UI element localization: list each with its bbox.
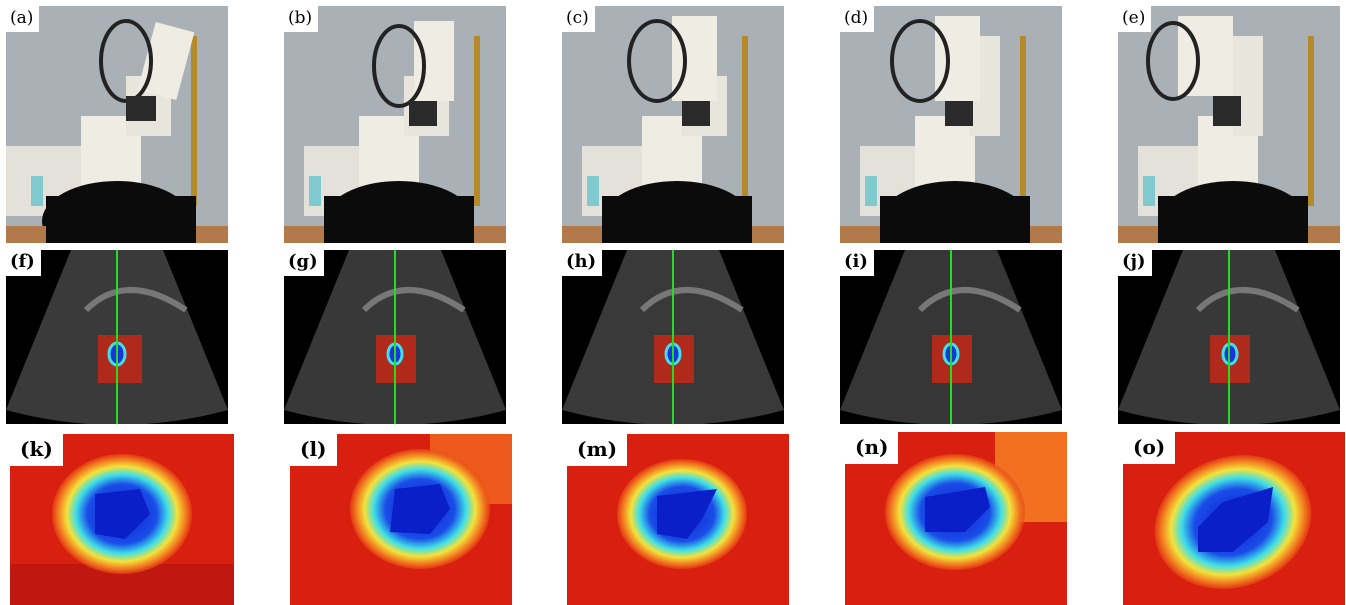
robot-photo-c: (c) [562, 6, 784, 243]
ultrasound-image-f: (f) [6, 250, 228, 424]
robot-photo-image [6, 6, 228, 243]
robot-photo-image [1118, 6, 1340, 243]
ultrasound-image-j: (j) [1118, 250, 1340, 424]
robot-photo-image [840, 6, 1062, 243]
panel-label: (n) [845, 432, 899, 464]
panel-label: (o) [1123, 432, 1176, 464]
ultrasound-scan [1118, 250, 1340, 424]
robot-photo-a: (a) [6, 6, 228, 243]
panel-label: (l) [290, 434, 337, 466]
heatmap-image [10, 434, 234, 605]
panel-label: (m) [567, 434, 628, 466]
heatmap-image [567, 434, 789, 605]
panel-label: (h) [562, 250, 603, 276]
robot-photo-b: (b) [284, 6, 506, 243]
robot-photo-image [562, 6, 784, 243]
heatmap-l: (l) [290, 434, 512, 605]
ultrasound-scan [6, 250, 228, 424]
ultrasound-scan [284, 250, 506, 424]
panel-label: (f) [6, 250, 41, 276]
panel-label: (d) [840, 6, 875, 32]
robot-photo-image [284, 6, 506, 243]
panel-label: (i) [840, 250, 874, 276]
ultrasound-image-i: (i) [840, 250, 1062, 424]
panel-label: (k) [10, 434, 63, 466]
ultrasound-scan [840, 250, 1062, 424]
robot-photo-d: (d) [840, 6, 1062, 243]
robot-photo-e: (e) [1118, 6, 1340, 243]
panel-label: (j) [1118, 250, 1152, 276]
heatmap-n: (n) [845, 432, 1067, 605]
panel-label: (g) [284, 250, 324, 276]
heatmap-k: (k) [10, 434, 234, 605]
ultrasound-image-h: (h) [562, 250, 784, 424]
panel-label: (c) [562, 6, 595, 32]
ultrasound-scan [562, 250, 784, 424]
heatmap-o: (o) [1123, 432, 1345, 605]
panel-label: (a) [6, 6, 40, 32]
heatmap-m: (m) [567, 434, 789, 605]
panel-label: (e) [1118, 6, 1152, 32]
panel-label: (b) [284, 6, 319, 32]
ultrasound-image-g: (g) [284, 250, 506, 424]
